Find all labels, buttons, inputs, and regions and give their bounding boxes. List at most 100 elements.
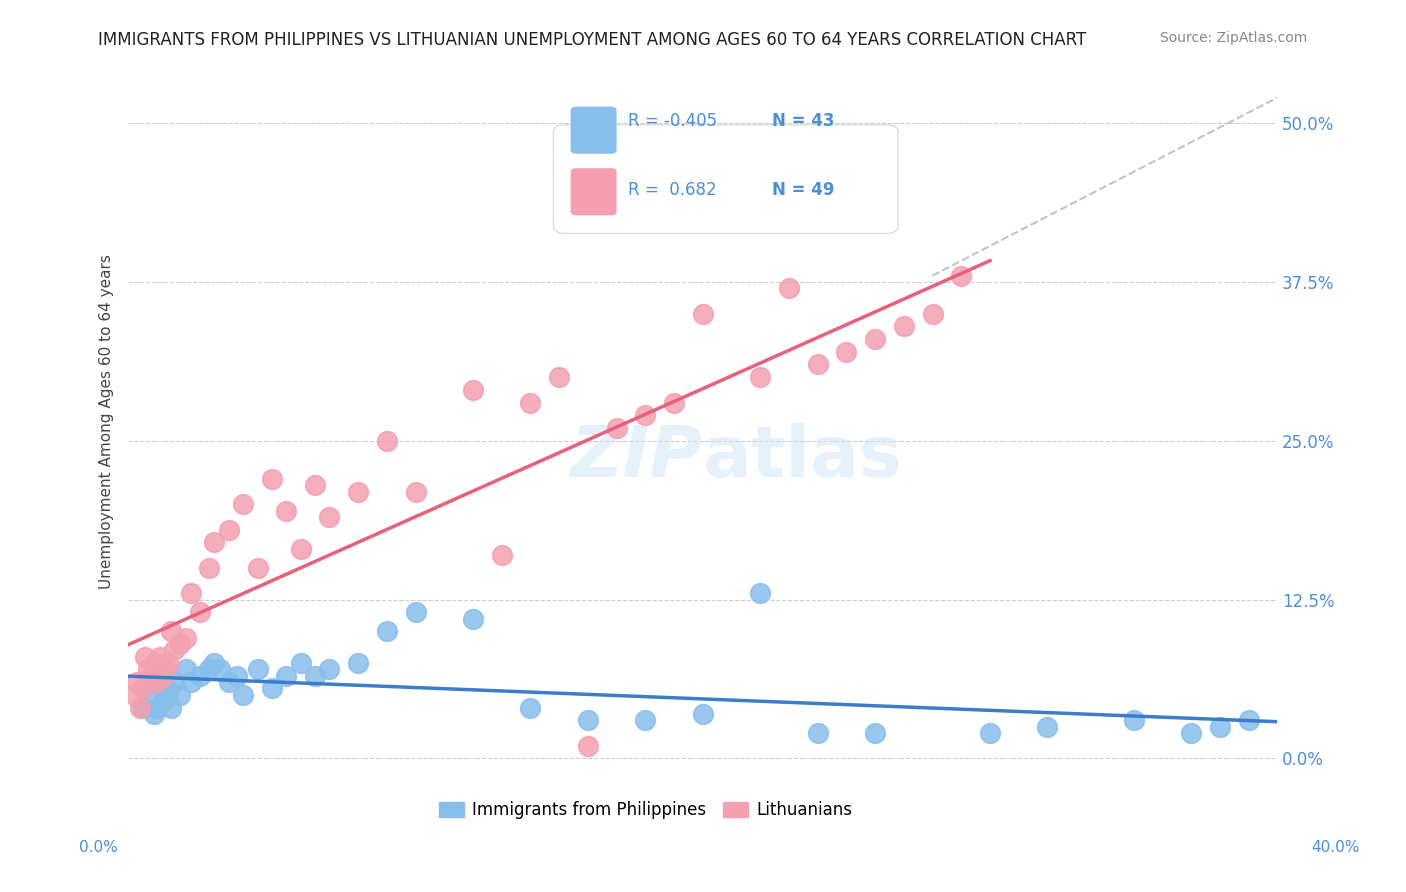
Point xyxy=(163,643,186,657)
Point xyxy=(405,484,427,499)
Point xyxy=(576,739,599,753)
Point xyxy=(197,561,219,575)
Point xyxy=(778,281,800,295)
Point xyxy=(152,669,174,683)
Point xyxy=(143,706,166,721)
Point xyxy=(246,561,269,575)
Point xyxy=(576,713,599,727)
Point xyxy=(134,649,156,664)
Point xyxy=(131,700,153,714)
Point xyxy=(519,395,541,409)
Point xyxy=(169,637,191,651)
Text: ZIP: ZIP xyxy=(571,424,703,492)
Point xyxy=(149,649,172,664)
Point xyxy=(138,662,160,676)
Point xyxy=(863,332,886,346)
Point xyxy=(143,656,166,670)
Point xyxy=(461,383,484,397)
Point xyxy=(1180,726,1202,740)
Text: 0.0%: 0.0% xyxy=(79,840,118,855)
Point xyxy=(662,395,685,409)
Text: N = 43: N = 43 xyxy=(772,112,834,130)
Point xyxy=(548,370,571,384)
Point xyxy=(204,656,226,670)
Point xyxy=(491,548,513,562)
Point xyxy=(141,675,163,690)
Legend: Immigrants from Philippines, Lithuanians: Immigrants from Philippines, Lithuanians xyxy=(432,795,859,826)
Point xyxy=(146,700,169,714)
Point xyxy=(318,510,340,524)
Point xyxy=(125,675,148,690)
Point xyxy=(405,605,427,619)
Text: Source: ZipAtlas.com: Source: ZipAtlas.com xyxy=(1160,31,1308,45)
Point xyxy=(634,409,657,423)
Point xyxy=(807,726,830,740)
Point xyxy=(893,319,915,334)
Point xyxy=(461,611,484,625)
Point xyxy=(304,669,326,683)
Point xyxy=(290,541,312,556)
Point xyxy=(1036,720,1059,734)
Point xyxy=(160,700,183,714)
Point xyxy=(375,434,398,448)
Point xyxy=(169,688,191,702)
Text: atlas: atlas xyxy=(703,424,903,492)
Point xyxy=(188,669,211,683)
Point xyxy=(188,605,211,619)
Point xyxy=(155,662,177,676)
Point xyxy=(209,662,232,676)
Point xyxy=(218,523,240,537)
Point xyxy=(304,478,326,492)
Point xyxy=(1237,713,1260,727)
Point xyxy=(519,700,541,714)
Point xyxy=(290,656,312,670)
Point xyxy=(749,370,772,384)
Point xyxy=(180,586,202,600)
Point xyxy=(152,694,174,708)
Point xyxy=(318,662,340,676)
Point xyxy=(276,669,298,683)
Point xyxy=(246,662,269,676)
Point xyxy=(232,688,254,702)
Point xyxy=(138,688,160,702)
Text: R =  0.682: R = 0.682 xyxy=(628,181,717,199)
Point xyxy=(197,662,219,676)
Point xyxy=(157,656,180,670)
Point xyxy=(634,713,657,727)
Point xyxy=(218,675,240,690)
Point xyxy=(807,358,830,372)
Point xyxy=(131,681,153,696)
Point xyxy=(122,688,145,702)
Text: IMMIGRANTS FROM PHILIPPINES VS LITHUANIAN UNEMPLOYMENT AMONG AGES 60 TO 64 YEARS: IMMIGRANTS FROM PHILIPPINES VS LITHUANIA… xyxy=(98,31,1087,49)
Point xyxy=(950,268,973,283)
Point xyxy=(160,624,183,639)
Point xyxy=(276,503,298,517)
Point xyxy=(128,700,150,714)
Point xyxy=(204,535,226,549)
Point xyxy=(232,497,254,511)
Point xyxy=(141,669,163,683)
FancyBboxPatch shape xyxy=(571,169,617,215)
Text: R = -0.405: R = -0.405 xyxy=(628,112,717,130)
Text: 40.0%: 40.0% xyxy=(1312,840,1360,855)
Point xyxy=(749,586,772,600)
Y-axis label: Unemployment Among Ages 60 to 64 years: Unemployment Among Ages 60 to 64 years xyxy=(100,254,114,589)
Point xyxy=(692,706,714,721)
Point xyxy=(1209,720,1232,734)
Point xyxy=(692,307,714,321)
FancyBboxPatch shape xyxy=(571,107,617,153)
Point xyxy=(157,688,180,702)
Point xyxy=(163,675,186,690)
Point xyxy=(863,726,886,740)
Point xyxy=(146,675,169,690)
Point xyxy=(606,421,628,435)
Point xyxy=(260,472,283,486)
Point xyxy=(347,656,370,670)
Point xyxy=(1122,713,1144,727)
Point xyxy=(174,662,197,676)
Point xyxy=(835,344,858,359)
Point xyxy=(375,624,398,639)
Point xyxy=(921,307,943,321)
Point xyxy=(979,726,1001,740)
FancyBboxPatch shape xyxy=(554,125,898,234)
